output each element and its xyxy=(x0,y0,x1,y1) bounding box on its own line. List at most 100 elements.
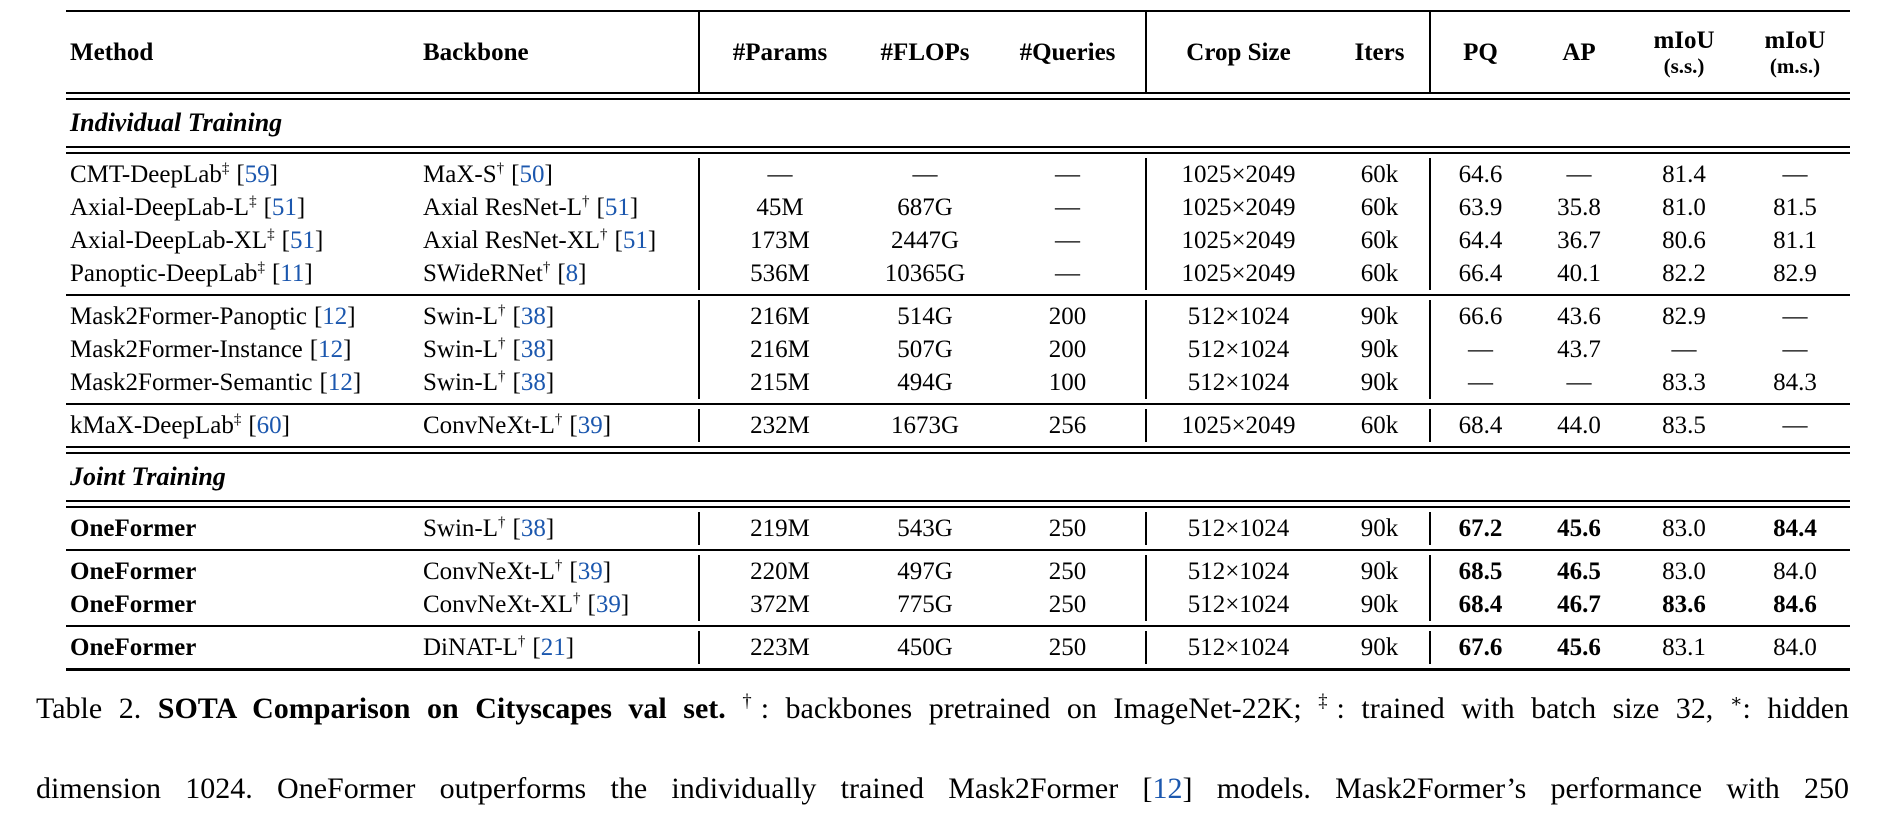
header-pq-label: PQ xyxy=(1463,38,1498,66)
citation-link[interactable]: [11] xyxy=(272,260,313,287)
citation-link[interactable]: [60] xyxy=(248,412,290,439)
cell-method: Mask2Former-Semantic [12] xyxy=(66,366,423,399)
citation-link[interactable]: [59] xyxy=(236,161,278,188)
cell-backbone: Swin-L† [38] xyxy=(423,333,698,366)
citation-bracket: ] xyxy=(544,161,553,188)
table-row: Mask2Former-Instance [12] Swin-L† [38] 216M 5… xyxy=(66,333,1850,366)
cell-crop: 1025×2049 xyxy=(1145,257,1330,290)
footnote-mark: † xyxy=(517,633,526,650)
citation-bracket: ] xyxy=(629,194,639,221)
cell-flops: 775G xyxy=(860,588,990,621)
citation-link[interactable]: [38] xyxy=(513,515,555,542)
table-row: OneFormer Swin-L† [38] 219M 543G 250 512×1024 9… xyxy=(66,508,1850,549)
cell-params: 232M xyxy=(698,409,860,442)
crop-value: 512×1024 xyxy=(1187,369,1290,396)
flops-value: 497G xyxy=(897,558,953,585)
cell-iters: 90k xyxy=(1330,333,1429,366)
citation-link[interactable]: [12] xyxy=(314,303,356,330)
cell-iters: 90k xyxy=(1330,588,1429,621)
citation-bracket: [ xyxy=(587,591,596,618)
citation-link[interactable]: [38] xyxy=(513,303,555,330)
cell-pq: 66.6 xyxy=(1429,300,1530,333)
citation-link[interactable]: [8] xyxy=(557,260,586,287)
queries-value: — xyxy=(1055,194,1080,221)
citation-bracket: ] xyxy=(602,558,612,585)
cell-pq: 68.5 xyxy=(1429,555,1530,588)
citation-link[interactable]: [51] xyxy=(596,194,638,221)
table-row: Axial-DeepLab-L‡ [51] Axial ResNet-L† [51] 4… xyxy=(66,191,1850,224)
params-value: 216M xyxy=(750,336,810,363)
citation-link[interactable]: 12 xyxy=(1152,772,1183,805)
cell-method: OneFormer xyxy=(66,512,423,545)
backbone-name: Axial ResNet-L xyxy=(423,194,582,221)
miou_ss-value: 83.0 xyxy=(1662,515,1706,542)
cell-pq: — xyxy=(1429,333,1530,366)
cell-method: Mask2Former-Panoptic [12] xyxy=(66,300,423,333)
iters-value: 90k xyxy=(1360,591,1399,618)
citation-link[interactable]: [38] xyxy=(513,369,555,396)
citation-link[interactable]: [51] xyxy=(282,227,324,254)
cell-backbone: Swin-L† [38] xyxy=(423,512,698,545)
queries-value: 256 xyxy=(1048,412,1087,439)
pq-value: 68.4 xyxy=(1458,412,1503,439)
citation-link[interactable]: [12] xyxy=(310,336,352,363)
citation-link[interactable]: [12] xyxy=(320,369,362,396)
cell-pq: 68.4 xyxy=(1429,588,1530,621)
cell-params: 372M xyxy=(698,588,860,621)
crop-value: 512×1024 xyxy=(1187,303,1290,330)
pq-value: — xyxy=(1468,336,1493,363)
crop-value: 1025×2049 xyxy=(1181,260,1296,287)
cell-ap: — xyxy=(1530,158,1628,191)
citation-bracket: ] xyxy=(314,227,324,254)
cell-miou_ss: 83.6 xyxy=(1628,588,1740,621)
miou_ms-value: 84.3 xyxy=(1773,369,1817,396)
method-name: Axial-DeepLab-L xyxy=(70,194,250,221)
cell-method: Axial-DeepLab-XL‡ [51] xyxy=(66,224,423,257)
citation-bracket: ] xyxy=(269,161,278,188)
table-row: kMaX-DeepLab‡ [60] ConvNeXt-L† [39] 232M 1673… xyxy=(66,405,1850,446)
crop-value: 512×1024 xyxy=(1187,336,1290,363)
cell-backbone: ConvNeXt-L† [39] xyxy=(423,555,698,588)
cell-ap: 35.8 xyxy=(1530,191,1628,224)
cell-method: OneFormer xyxy=(66,588,423,621)
cell-queries: 200 xyxy=(990,333,1145,366)
flops-value: — xyxy=(912,161,938,188)
cell-ap: 46.7 xyxy=(1530,588,1628,621)
citation-link[interactable]: [39] xyxy=(569,558,611,585)
footnote-mark: ‡ xyxy=(249,193,257,210)
miou_ss-value: 83.0 xyxy=(1662,558,1706,585)
cell-params: 219M xyxy=(698,512,860,545)
header-flops-label: #FLOPs xyxy=(880,38,970,66)
citation-link[interactable]: [21] xyxy=(532,634,574,661)
ap-value: 43.6 xyxy=(1557,303,1601,330)
pq-value: — xyxy=(1468,369,1493,396)
cell-params: 536M xyxy=(698,257,860,290)
cell-iters: 60k xyxy=(1330,257,1429,290)
cell-backbone: DiNAT-L† [21] xyxy=(423,631,698,664)
citation-bracket: [ xyxy=(319,369,328,396)
cell-ap: 36.7 xyxy=(1530,224,1628,257)
cell-ap: 44.0 xyxy=(1530,409,1628,442)
cell-backbone: MaX-S† [50] xyxy=(423,158,698,191)
citation-link[interactable]: [51] xyxy=(615,227,657,254)
pq-value: 67.6 xyxy=(1458,634,1503,661)
citation-link[interactable]: [51] xyxy=(264,194,306,221)
cell-flops: 514G xyxy=(860,300,990,333)
iters-value: 60k xyxy=(1360,194,1399,221)
citation-number: 12 xyxy=(322,303,348,330)
double-rule xyxy=(66,446,1850,454)
citation-link[interactable]: [50] xyxy=(511,161,553,188)
cell-method: CMT-DeepLab‡ [59] xyxy=(66,158,423,191)
cell-crop: 512×1024 xyxy=(1145,300,1330,333)
ap-value: 46.5 xyxy=(1557,558,1601,585)
citation-link[interactable]: [38] xyxy=(513,336,555,363)
header-miou-ss-sub: (s.s.) xyxy=(1663,54,1705,78)
citation-link[interactable]: [39] xyxy=(569,412,611,439)
cell-miou_ss: 80.6 xyxy=(1628,224,1740,257)
cell-miou_ms: — xyxy=(1740,158,1850,191)
iters-value: 90k xyxy=(1360,336,1399,363)
cell-crop: 1025×2049 xyxy=(1145,224,1330,257)
citation-link[interactable]: [39] xyxy=(587,591,629,618)
cell-pq: 63.9 xyxy=(1429,191,1530,224)
miou_ss-value: 82.9 xyxy=(1662,303,1706,330)
